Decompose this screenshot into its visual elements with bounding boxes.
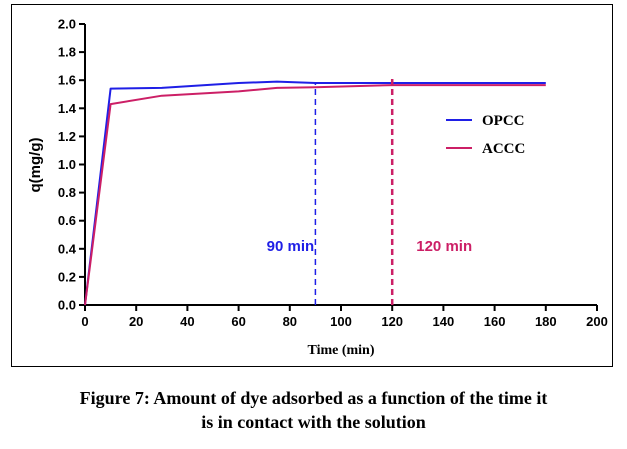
caption-line-1: Figure 7: Amount of dye adsorbed as a fu…: [79, 388, 548, 408]
x-tick-label: 60: [231, 314, 245, 329]
x-tick-label: 200: [586, 314, 608, 329]
y-tick-label: 1.4: [58, 101, 77, 116]
chart-marks: 90 min 120 min OPCC ACCC: [84, 79, 546, 306]
annotation-label-1: 90 min: [267, 238, 315, 255]
x-tick-label: 40: [180, 314, 194, 329]
x-tick-label: 0: [81, 314, 88, 329]
figure-caption: Figure 7: Amount of dye adsorbed as a fu…: [0, 386, 627, 434]
legend-label-opcc: OPCC: [482, 113, 525, 129]
x-tick-label: 140: [433, 314, 455, 329]
annotation-label-2: 120 min: [416, 238, 472, 255]
x-tick-label: 180: [535, 314, 557, 329]
y-tick-label: 0.8: [58, 185, 76, 200]
caption-line-2: is in contact with the solution: [201, 412, 426, 432]
y-tick-label: 0.6: [58, 213, 76, 228]
series-line-opcc: [84, 80, 546, 306]
line-chart: 0.0 0.2 0.4 0.6 0.8 1.0 1.2 1.4 1.6 1.8 2.0 0 20 40 60…: [27, 17, 608, 359]
x-tick-label: 120: [381, 314, 403, 329]
y-tick-label: 1.2: [58, 129, 76, 144]
x-tick-label: 160: [484, 314, 506, 329]
x-tick-label: 20: [129, 314, 143, 329]
x-tick-label: 100: [330, 314, 352, 329]
legend-label-accc: ACCC: [482, 141, 525, 157]
y-axis-title: q(mg/g): [27, 138, 44, 193]
y-tick-label: 1.6: [58, 73, 76, 88]
y-tick-label: 2.0: [58, 17, 76, 32]
x-tick-label: 80: [283, 314, 297, 329]
y-tick-label: 0.4: [58, 241, 77, 256]
series-line-accc: [84, 84, 546, 306]
y-tick-label: 0.2: [58, 269, 76, 284]
y-tick-label: 1.0: [58, 157, 76, 172]
figure-frame: [11, 4, 613, 367]
y-tick-label: 1.8: [58, 45, 76, 60]
y-tick-label: 0.0: [58, 298, 76, 313]
axes: 0.0 0.2 0.4 0.6 0.8 1.0 1.2 1.4 1.6 1.8 2.0 0 20 40 60…: [58, 17, 608, 330]
x-axis-title: Time (min): [307, 343, 374, 358]
